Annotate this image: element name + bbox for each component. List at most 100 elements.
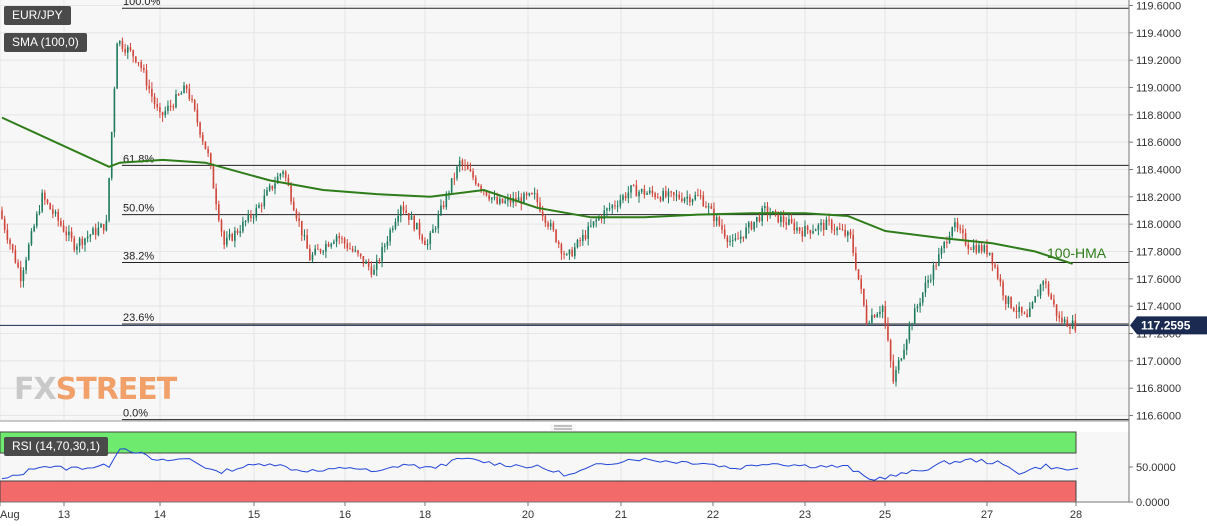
symbol-legend[interactable]: EUR/JPY (4, 6, 71, 25)
candle (113, 86, 116, 138)
logo-fx: FX (14, 372, 57, 407)
candle (654, 191, 656, 200)
candle (766, 201, 769, 222)
candle (271, 185, 274, 192)
candle (970, 246, 972, 251)
candle (199, 121, 201, 139)
candle (646, 191, 648, 196)
candle (177, 92, 180, 96)
candle (474, 175, 477, 186)
candle (833, 223, 836, 236)
candle (571, 246, 573, 258)
candle (354, 245, 357, 253)
candle (365, 259, 367, 265)
candle (603, 205, 606, 225)
candle (22, 267, 25, 288)
candle (386, 236, 389, 250)
candle (325, 240, 327, 259)
y-tick-label: 116.8000 (1136, 383, 1181, 395)
rsi-legend[interactable]: RSI (14,70,30,1) (4, 437, 109, 456)
price-tag-label: 117.2595 (1141, 318, 1191, 332)
candle (638, 189, 640, 203)
candle (41, 189, 43, 213)
candle (102, 223, 105, 235)
candle (319, 248, 322, 255)
candle (17, 259, 19, 269)
candle (357, 249, 359, 257)
candle (410, 211, 413, 221)
candle (383, 242, 386, 253)
candle (964, 228, 967, 247)
candle (201, 131, 204, 145)
x-tick-label: 25 (879, 509, 891, 521)
candle (517, 190, 520, 202)
candle (539, 197, 541, 213)
candle (1020, 306, 1023, 316)
candle (421, 233, 424, 244)
candle (806, 224, 809, 235)
candle (501, 198, 504, 204)
candle (632, 184, 635, 187)
candle (635, 179, 638, 197)
candle (418, 218, 421, 240)
candle (664, 185, 667, 199)
candle (921, 291, 924, 306)
candle (450, 178, 453, 195)
candle (378, 258, 381, 264)
candle (951, 226, 954, 238)
candle (11, 243, 14, 254)
candle (204, 141, 207, 150)
candle (560, 242, 563, 260)
candle (212, 163, 215, 189)
candle (798, 226, 801, 234)
candle (1004, 295, 1007, 310)
candle (317, 243, 319, 250)
candle (153, 93, 156, 109)
candle (1071, 314, 1074, 330)
candle (590, 219, 592, 228)
candle (6, 223, 9, 244)
candle (282, 169, 284, 178)
fib-label: 61.8% (123, 153, 154, 165)
candle (338, 232, 341, 245)
candle (678, 191, 680, 200)
rsi-overbought-zone (0, 431, 1077, 454)
candle (341, 235, 343, 244)
candle (169, 99, 172, 112)
candle (563, 250, 565, 260)
rsi-y-tick-label: 0.0000 (1136, 497, 1170, 509)
candle (183, 81, 185, 94)
candle (188, 83, 191, 102)
candle (148, 79, 151, 94)
candle (437, 210, 440, 234)
y-tick-label: 119.0000 (1136, 82, 1181, 94)
candle (405, 204, 407, 214)
candle (73, 235, 76, 253)
candle (49, 202, 51, 210)
candle (464, 159, 466, 171)
candle (84, 237, 86, 252)
candle (207, 146, 209, 157)
candle (327, 241, 330, 248)
candle (822, 219, 825, 236)
y-tick-label: 117.0000 (1136, 356, 1181, 368)
fibonacci-levels: 100.0% 61.8% 50.0% 38.2% 23.6% 0.0% (0, 0, 1129, 421)
y-tick-label: 118.8000 (1136, 110, 1181, 122)
candle (1031, 301, 1034, 310)
candle (97, 221, 100, 237)
candle (65, 226, 68, 242)
x-tick-label: 21 (615, 509, 627, 521)
candle (228, 228, 231, 241)
candle (552, 220, 555, 232)
candle (394, 218, 397, 231)
panel-resize-handle[interactable] (550, 424, 576, 431)
candle (1047, 281, 1050, 297)
hma-series (1, 116, 1073, 265)
candle (477, 182, 480, 187)
candle (812, 224, 814, 235)
sma-legend[interactable]: SMA (100,0) (4, 33, 87, 52)
candle (830, 218, 833, 234)
candle (367, 258, 370, 271)
candle (175, 89, 177, 109)
candle (804, 220, 806, 237)
